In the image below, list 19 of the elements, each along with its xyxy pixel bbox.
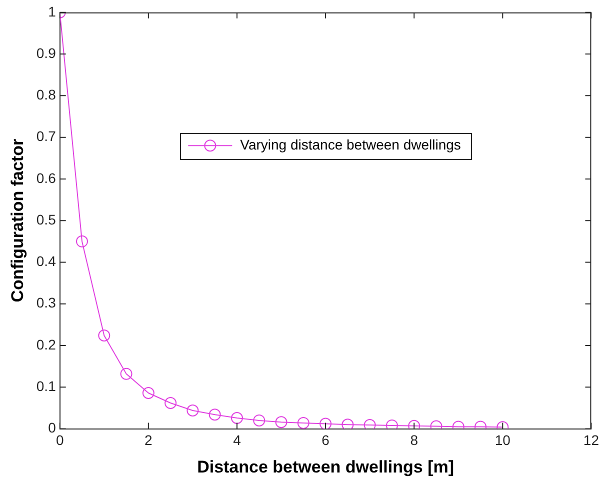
y-tick-label: 0.2: [36, 336, 56, 352]
y-tick-label: 0.6: [36, 170, 56, 186]
y-tick-label: 0.1: [36, 378, 56, 394]
x-tick-label: 2: [144, 432, 153, 448]
y-axis-title: Configuration factor: [8, 138, 27, 302]
y-tick-label: 0.4: [36, 253, 56, 270]
x-tick-label: 8: [410, 432, 418, 448]
y-tick-label: 0.3: [36, 294, 56, 311]
x-tick-label: 10: [494, 432, 511, 448]
y-tick-label: 0.5: [36, 211, 56, 228]
y-tick-label: 0.8: [36, 86, 56, 103]
x-tick-label: 6: [322, 432, 330, 448]
y-tick-label: 0.9: [36, 44, 56, 61]
y-tick-label: 1: [48, 3, 56, 20]
y-tick-label: 0: [48, 420, 56, 436]
x-axis-title: Distance between dwellings [m]: [197, 457, 454, 476]
x-tick-label: 12: [583, 432, 600, 448]
y-tick-label: 0.7: [36, 128, 56, 144]
x-tick-label: 4: [233, 432, 242, 448]
